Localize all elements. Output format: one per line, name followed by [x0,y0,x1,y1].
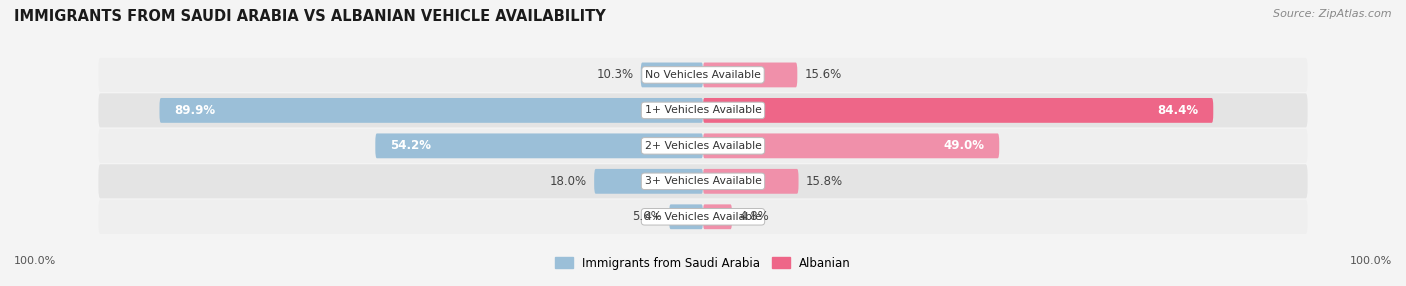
Text: Source: ZipAtlas.com: Source: ZipAtlas.com [1274,9,1392,19]
FancyBboxPatch shape [98,164,1308,198]
Text: 84.4%: 84.4% [1157,104,1198,117]
Legend: Immigrants from Saudi Arabia, Albanian: Immigrants from Saudi Arabia, Albanian [550,252,856,274]
FancyBboxPatch shape [375,134,703,158]
Text: No Vehicles Available: No Vehicles Available [645,70,761,80]
FancyBboxPatch shape [703,134,1000,158]
Text: 2+ Vehicles Available: 2+ Vehicles Available [644,141,762,151]
FancyBboxPatch shape [159,98,703,123]
Text: 100.0%: 100.0% [1350,256,1392,266]
FancyBboxPatch shape [98,93,1308,128]
Text: 15.6%: 15.6% [804,68,842,82]
Text: 89.9%: 89.9% [174,104,215,117]
Text: 10.3%: 10.3% [596,68,634,82]
FancyBboxPatch shape [595,169,703,194]
FancyBboxPatch shape [703,204,733,229]
FancyBboxPatch shape [98,129,1308,163]
Text: 4+ Vehicles Available: 4+ Vehicles Available [644,212,762,222]
FancyBboxPatch shape [703,63,797,87]
Text: 15.8%: 15.8% [806,175,844,188]
Text: 54.2%: 54.2% [391,139,432,152]
Text: 100.0%: 100.0% [14,256,56,266]
FancyBboxPatch shape [98,58,1308,92]
Text: 5.6%: 5.6% [633,210,662,223]
Text: 18.0%: 18.0% [550,175,586,188]
Text: 1+ Vehicles Available: 1+ Vehicles Available [644,106,762,115]
Text: 4.8%: 4.8% [740,210,769,223]
FancyBboxPatch shape [703,169,799,194]
Text: 3+ Vehicles Available: 3+ Vehicles Available [644,176,762,186]
Text: IMMIGRANTS FROM SAUDI ARABIA VS ALBANIAN VEHICLE AVAILABILITY: IMMIGRANTS FROM SAUDI ARABIA VS ALBANIAN… [14,9,606,23]
Text: 49.0%: 49.0% [943,139,984,152]
FancyBboxPatch shape [641,63,703,87]
FancyBboxPatch shape [703,98,1213,123]
FancyBboxPatch shape [669,204,703,229]
FancyBboxPatch shape [98,200,1308,234]
